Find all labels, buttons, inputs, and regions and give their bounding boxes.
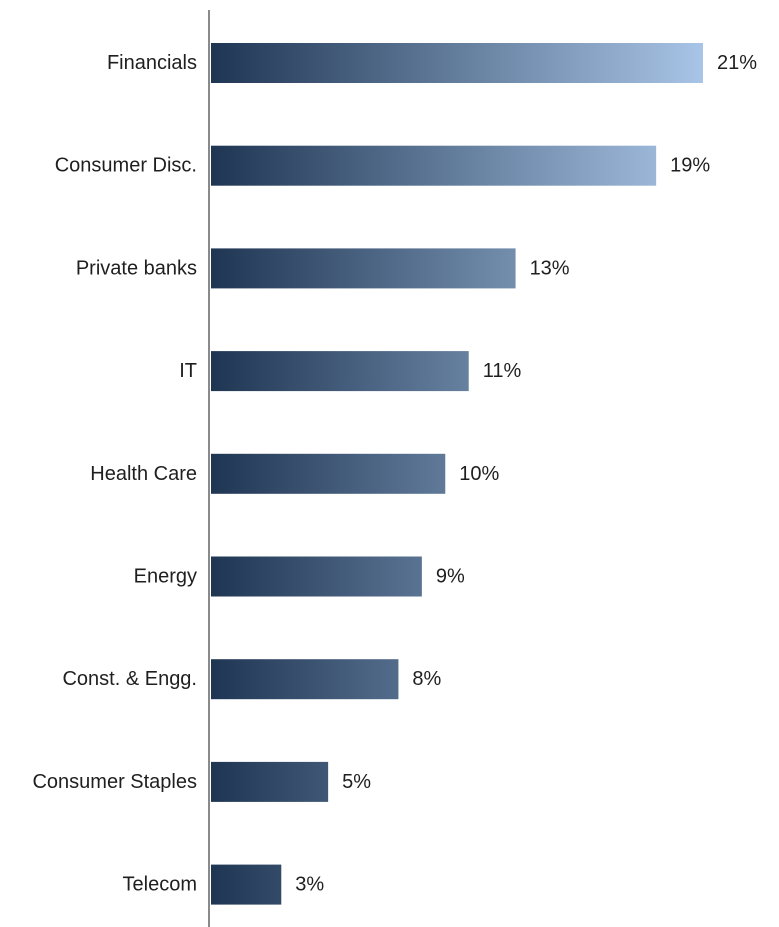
value-label: 19% bbox=[670, 155, 710, 177]
bar-private-banks bbox=[211, 248, 516, 289]
value-label: 3% bbox=[295, 874, 324, 896]
category-label: Const. & Engg. bbox=[62, 668, 197, 690]
bar-telecom bbox=[211, 864, 282, 905]
category-label: Telecom bbox=[123, 874, 197, 896]
bar-financials bbox=[211, 43, 703, 83]
bars-group: Financials 21% Consumer Disc. 19% Private ba… bbox=[32, 43, 757, 905]
value-label: 13% bbox=[530, 257, 570, 279]
value-label: 10% bbox=[459, 463, 499, 485]
category-label: Health Care bbox=[90, 463, 197, 485]
bar-const-engg bbox=[211, 659, 399, 700]
category-label: Private banks bbox=[76, 257, 197, 279]
bar-it bbox=[211, 351, 469, 392]
value-label: 11% bbox=[483, 360, 522, 382]
category-label: Financials bbox=[107, 52, 197, 74]
bar-energy bbox=[211, 556, 422, 597]
bar-health-care bbox=[211, 453, 446, 494]
bar-consumer-staples bbox=[211, 761, 329, 802]
category-label: Energy bbox=[134, 566, 197, 588]
value-label: 9% bbox=[436, 566, 465, 588]
category-label: Consumer Staples bbox=[32, 771, 197, 793]
category-label: Consumer Disc. bbox=[55, 155, 197, 177]
value-label: 21% bbox=[717, 52, 757, 74]
bar-consumer-disc bbox=[211, 145, 657, 186]
category-label: IT bbox=[179, 360, 197, 382]
value-label: 8% bbox=[412, 668, 441, 690]
value-label: 5% bbox=[342, 771, 371, 793]
